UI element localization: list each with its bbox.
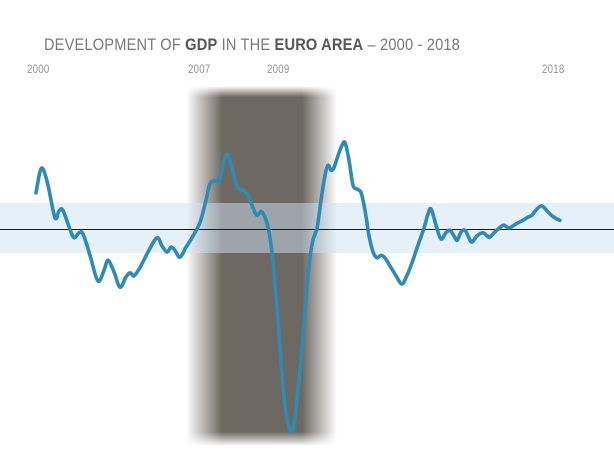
title-segment: IN THE bbox=[217, 35, 275, 54]
x-tick-label-2018: 2018 bbox=[542, 64, 565, 76]
title-segment-years: – 2000 - 2018 bbox=[363, 35, 460, 54]
title-segment-gdp: GDP bbox=[185, 35, 218, 54]
crisis-period-band bbox=[186, 86, 337, 446]
title-segment: DEVELOPMENT OF bbox=[43, 35, 186, 54]
page-title: DEVELOPMENT OF GDP IN THE EURO AREA – 20… bbox=[27, 19, 460, 70]
x-tick-label-2000: 2000 bbox=[27, 64, 50, 76]
x-tick-label-2009: 2009 bbox=[267, 64, 290, 76]
gdp-line-path bbox=[34, 140, 562, 433]
title-segment-euro-area: EURO AREA bbox=[274, 35, 364, 54]
zero-axis-line bbox=[0, 229, 614, 230]
x-tick-label-2007: 2007 bbox=[188, 64, 211, 76]
